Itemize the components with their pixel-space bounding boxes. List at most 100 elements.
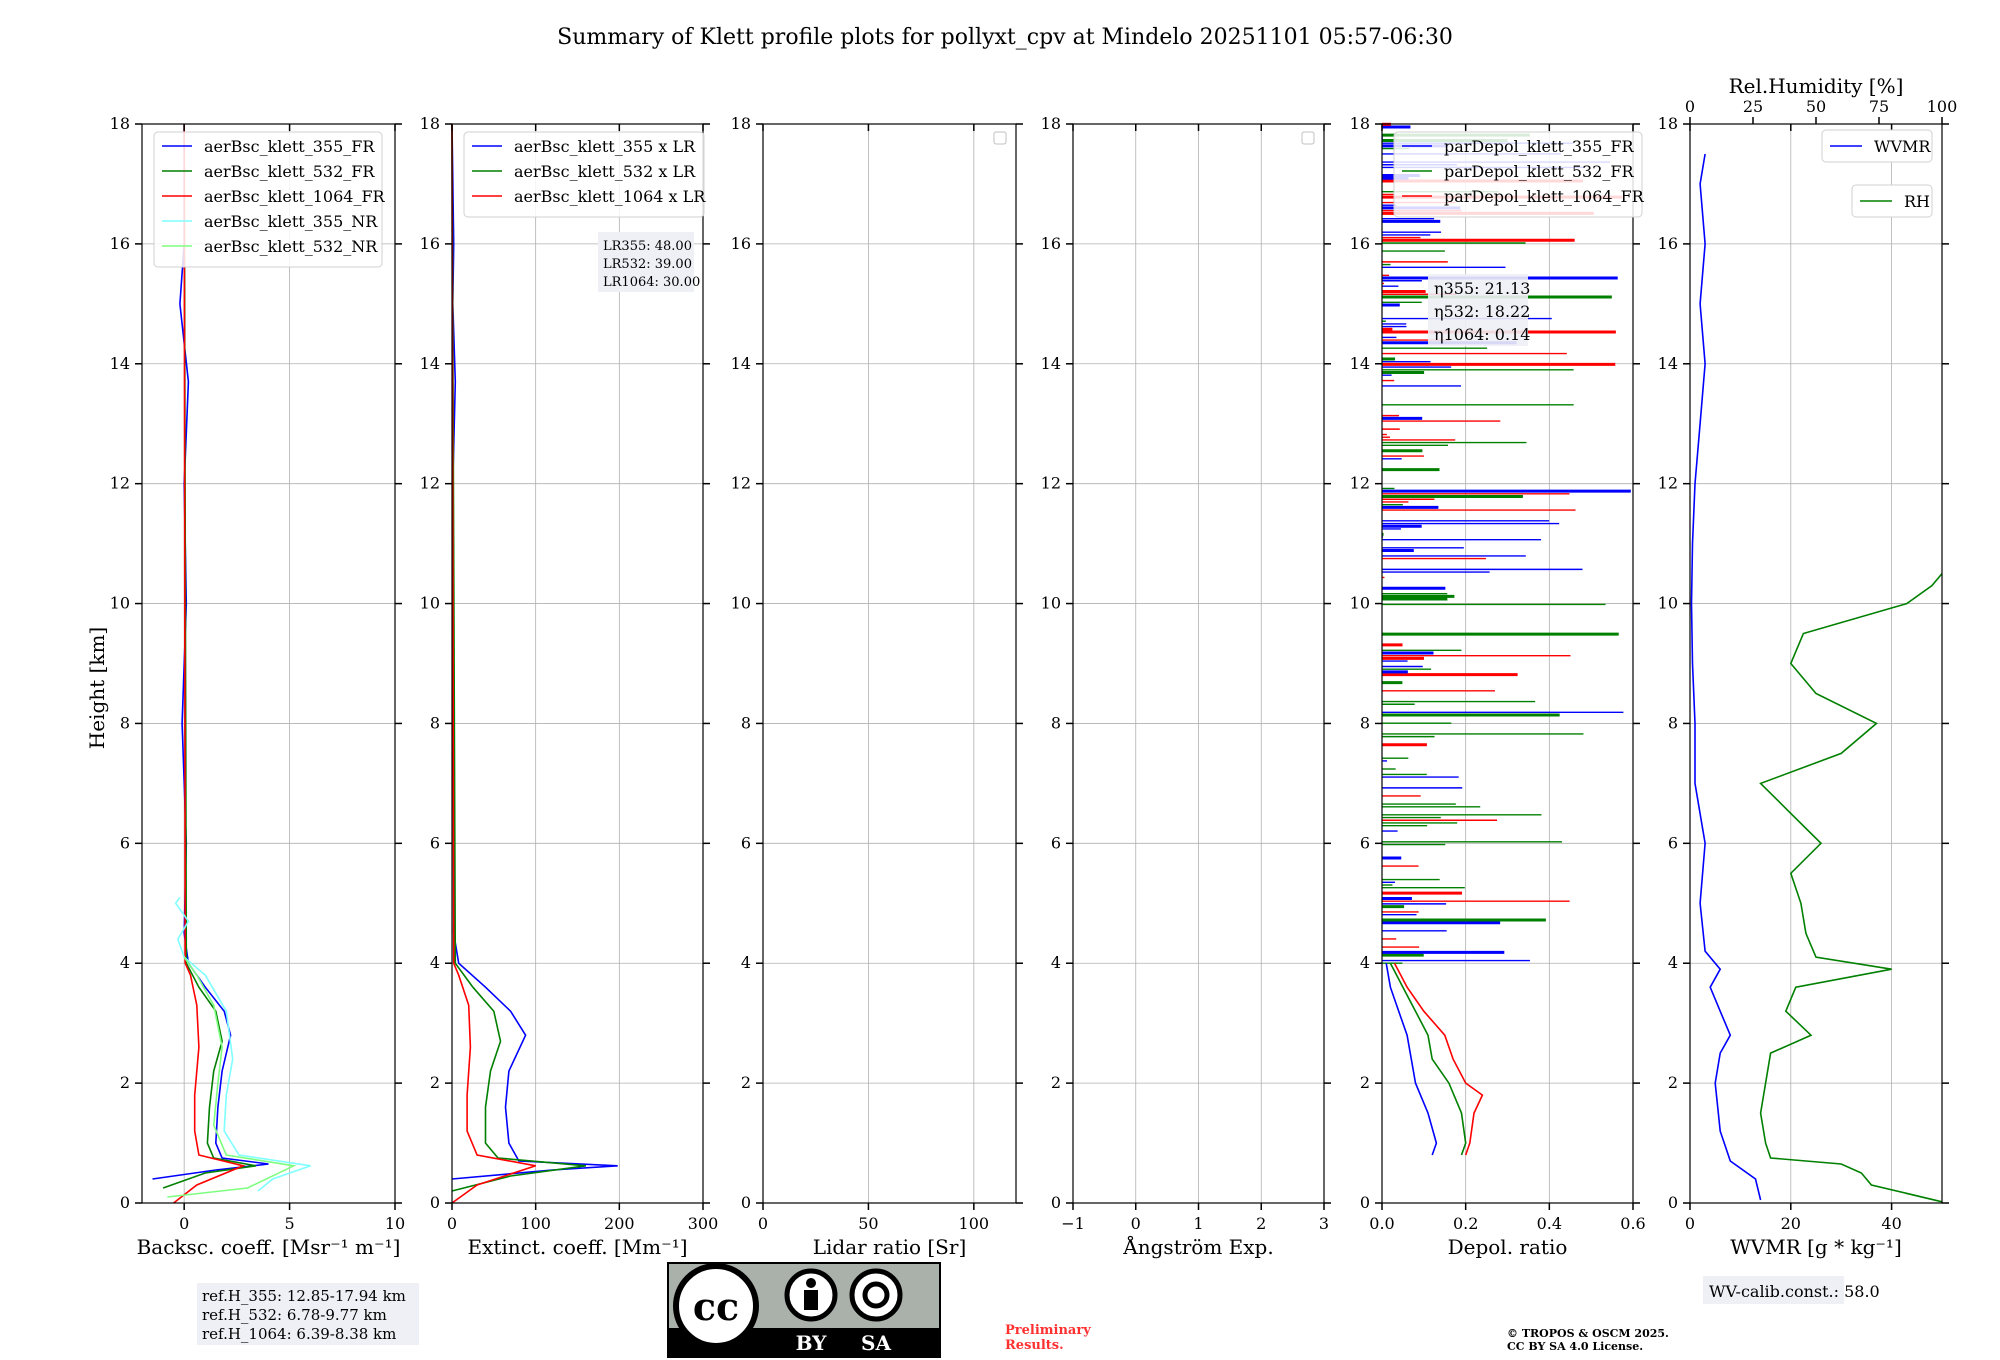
y-tick-label: 16 [1350, 234, 1370, 253]
y-tick-label: 12 [1658, 474, 1678, 493]
y-tick-label: 6 [1051, 833, 1061, 852]
axes-frame [762, 123, 1017, 1204]
x-axis-label: Ångström Exp. [1122, 1234, 1273, 1259]
legend-wvmr: WVMR [1821, 129, 1933, 163]
legend-label: aerBsc_klett_355_NR [204, 212, 378, 231]
cc-by-sa-badge[interactable]: cc BY SA [667, 1262, 941, 1358]
annotation-box [1428, 274, 1528, 346]
y-tick-label: 2 [120, 1073, 130, 1092]
top-x-tick-label: 25 [1743, 97, 1763, 116]
y-tick-label: 12 [1350, 474, 1370, 493]
legend-label: aerBsc_klett_355_FR [204, 137, 375, 156]
top-x-tick-label: 0 [1685, 97, 1695, 116]
empty-legend-box [993, 131, 1007, 145]
x-tick-label: −1 [1061, 1214, 1085, 1233]
series-line-WVMR [1690, 153, 1762, 1201]
y-tick-label: 12 [1041, 474, 1061, 493]
y-tick-label: 12 [420, 474, 440, 493]
y-tick-label: 10 [731, 594, 751, 613]
legend-label: WVMR [1874, 137, 1931, 156]
legend-label: parDepol_klett_355_FR [1444, 137, 1635, 156]
panel-backscatter: 0 2 4 6 8 10 12 14 16 18 0 5 10 Backsc. coeff. [Msr⁻¹… [110, 114, 406, 1259]
wv-calib-box: WV-calib.const.: 58.0 [1703, 1276, 1880, 1304]
y-tick-label: 10 [1041, 594, 1061, 613]
y-tick-label: 4 [1668, 953, 1678, 972]
cc-by-label: BY [796, 1331, 828, 1355]
axes-frame [1381, 123, 1634, 1204]
annotation-box [598, 232, 694, 292]
legend-label: aerBsc_klett_532_NR [204, 237, 378, 256]
series-line-aerBsc_klett_1064 x LR [451, 123, 536, 1204]
legend-label: aerBsc_klett_1064_FR [204, 187, 386, 206]
y-tick-label: 8 [120, 713, 130, 732]
x-tick-label: 0 [1685, 1214, 1695, 1233]
series-line-aerBsc_klett_532_NR [167, 956, 297, 1198]
y-tick-label: 16 [420, 234, 440, 253]
y-tick-label: 8 [430, 713, 440, 732]
share-alike-icon [849, 1268, 903, 1322]
annotation-line: η1064: 0.14 [1434, 325, 1530, 344]
y-tick-label: 4 [1360, 953, 1370, 972]
y-tick-label: 14 [420, 354, 440, 373]
y-tick-label: 4 [1051, 953, 1061, 972]
x-tick-label: 10 [385, 1214, 405, 1233]
lidar-ratio-annotation: LR355: 48.00 LR532: 39.00 LR1064: 30.00 [598, 232, 700, 292]
y-tick-label: 14 [731, 354, 751, 373]
y-tick-label: 18 [731, 114, 751, 133]
y-tick-label: 2 [1668, 1073, 1678, 1092]
x-tick-label: 2 [1256, 1214, 1266, 1233]
wv-calib-text: WV-calib.const.: 58.0 [1709, 1282, 1880, 1301]
x-axis-label: Extinct. coeff. [Mm⁻¹] [467, 1235, 687, 1259]
y-tick-label: 14 [1658, 354, 1678, 373]
legend-box [463, 131, 705, 218]
legend: aerBsc_klett_355 x LR aerBsc_klett_532 x … [463, 131, 706, 218]
x-axis-label: Depol. ratio [1448, 1235, 1568, 1259]
y-tick-label: 10 [420, 594, 440, 613]
y-tick-label: 12 [731, 474, 751, 493]
y-tick-label: 6 [430, 833, 440, 852]
x-tick-label: 0 [1131, 1214, 1141, 1233]
ref-height-box: ref.H_355: 12.85-17.94 km ref.H_532: 6.7… [197, 1283, 419, 1345]
y-tick-label: 6 [741, 833, 751, 852]
y-tick-label: 16 [1041, 234, 1061, 253]
top-x-tick-label: 75 [1869, 97, 1889, 116]
series-line-RH [1759, 573, 1943, 1203]
copyright-line-2: CC BY SA 4.0 License. [1507, 1340, 1643, 1353]
y-tick-label: 8 [1051, 713, 1061, 732]
y-tick-label: 6 [1360, 833, 1370, 852]
legend-box [153, 131, 383, 268]
ref-height-1064: ref.H_1064: 6.39-8.38 km [202, 1325, 396, 1343]
x-axis-label: Backsc. coeff. [Msr⁻¹ m⁻¹] [137, 1235, 401, 1259]
y-tick-label: 2 [1051, 1073, 1061, 1092]
figure-title: Summary of Klett profile plots for polly… [557, 25, 1453, 50]
annotation-line: LR355: 48.00 [603, 239, 692, 254]
preliminary-line-2: Results. [1005, 1338, 1064, 1353]
y-tick-label: 2 [1360, 1073, 1370, 1092]
x-tick-label: 300 [688, 1214, 719, 1233]
y-tick-label: 2 [430, 1073, 440, 1092]
top-x-axis-label: Rel.Humidity [%] [1729, 74, 1904, 98]
cc-sa-label: SA [861, 1331, 891, 1355]
axes-frame [141, 123, 396, 1204]
x-tick-label: 1 [1193, 1214, 1203, 1233]
y-tick-label: 0 [430, 1193, 440, 1212]
y-tick-label: 0 [741, 1193, 751, 1212]
series-line-parDepol_klett_355_FR [1385, 963, 1438, 1156]
top-x-tick-label: 100 [1927, 97, 1958, 116]
legend: parDepol_klett_355_FR parDepol_klett_532_… [1393, 131, 1645, 218]
y-tick-label: 14 [1041, 354, 1061, 373]
copyright-line-1: © TROPOS & OSCM 2025. [1507, 1327, 1669, 1340]
series-line-parDepol_klett_532_FR [1389, 962, 1467, 1156]
x-tick-label: 200 [604, 1214, 635, 1233]
y-tick-label: 8 [1668, 713, 1678, 732]
panel-lidar_ratio: 0 2 4 6 8 10 12 14 16 18 0 50 100 Lidar ratio [Sr] [731, 114, 1023, 1259]
x-tick-label: 0 [447, 1214, 457, 1233]
svg-text:cc: cc [693, 1284, 739, 1329]
x-tick-label: 0.2 [1453, 1214, 1478, 1233]
y-tick-label: 14 [1350, 354, 1370, 373]
ref-height-532: ref.H_532: 6.78-9.77 km [202, 1306, 387, 1324]
y-tick-label: 0 [120, 1193, 130, 1212]
